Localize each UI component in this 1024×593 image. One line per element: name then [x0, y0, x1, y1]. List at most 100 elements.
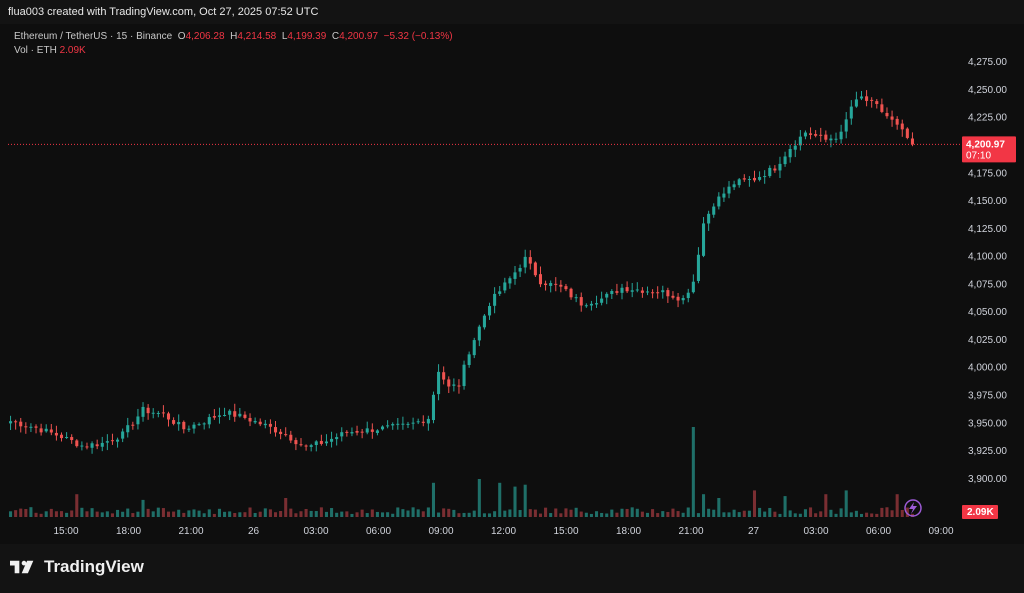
candle-body — [661, 290, 665, 293]
volume-bar — [752, 490, 757, 517]
candle-body — [116, 439, 120, 442]
candle-body — [65, 437, 69, 439]
legend-volume-label[interactable]: Vol · ETH — [14, 45, 57, 56]
legend-volume-row: Vol · ETH 2.09K — [14, 44, 453, 58]
volume-bar — [758, 507, 762, 517]
candle-body — [19, 421, 23, 427]
candle-body — [136, 416, 140, 425]
candle-body — [14, 421, 18, 423]
candle-body — [569, 288, 573, 298]
candle-body — [192, 424, 196, 429]
legend-symbol[interactable]: Ethereum / TetherUS · 15 · Binance — [14, 31, 173, 42]
x-tick-label: 06:00 — [866, 526, 891, 537]
volume-bar — [39, 513, 43, 517]
candle-body — [900, 123, 904, 130]
volume-bar — [19, 508, 23, 517]
candle-body — [579, 297, 583, 306]
candle-body — [437, 371, 441, 395]
candle-body — [513, 272, 517, 279]
y-tick-label: 3,925.00 — [968, 446, 1007, 457]
candle-body — [95, 444, 99, 447]
volume-bar — [105, 511, 109, 517]
candle-body — [401, 423, 405, 425]
y-tick-label: 4,075.00 — [968, 279, 1007, 290]
volume-bar — [279, 511, 283, 517]
volume-bar — [773, 511, 777, 517]
volume-bar — [661, 511, 665, 517]
candle-body — [635, 289, 639, 291]
candle-body — [462, 364, 466, 387]
legend-close: C4,200.97 — [331, 31, 379, 42]
volume-bar — [569, 509, 573, 517]
candle-body — [508, 278, 512, 284]
candle-body — [523, 256, 527, 268]
candle-body — [503, 282, 507, 291]
tradingview-logo-icon — [10, 560, 34, 574]
candle-body — [345, 431, 349, 433]
chart-panel[interactable] — [0, 24, 1024, 544]
candle-body — [258, 421, 262, 425]
candle-body — [533, 262, 537, 276]
volume-bar — [391, 513, 395, 517]
candle-body — [197, 424, 201, 426]
candle-body — [467, 354, 471, 366]
candle-body — [253, 420, 257, 423]
y-tick-label: 4,175.00 — [968, 168, 1007, 179]
volume-bar — [666, 511, 670, 517]
volume-bar — [722, 512, 726, 517]
candle-body — [202, 423, 206, 425]
volume-bar — [712, 509, 716, 517]
volume-bar — [24, 509, 28, 517]
volume-bar — [885, 507, 889, 517]
volume-tag — [962, 505, 998, 519]
volume-bar — [477, 479, 481, 517]
candle-body — [651, 292, 655, 294]
candle-body — [426, 418, 430, 424]
volume-bar — [335, 512, 339, 517]
volume-bar — [294, 513, 298, 517]
volume-bar — [610, 509, 614, 517]
candle-body — [59, 434, 64, 439]
candle-body — [44, 428, 48, 432]
candle-body — [70, 437, 74, 441]
volume-bar — [487, 513, 492, 517]
volume-bar — [814, 513, 818, 517]
brand[interactable]: TradingView — [10, 557, 144, 577]
volume-bar — [462, 512, 466, 517]
volume-bar — [207, 509, 211, 517]
candle-body — [380, 426, 385, 430]
volume-bar — [737, 512, 741, 517]
volume-bar — [467, 512, 471, 517]
volume-bar — [442, 508, 446, 517]
volume-bar — [564, 508, 568, 517]
volume-bar — [783, 496, 787, 517]
volume-bar — [447, 508, 451, 517]
candle-body — [493, 293, 497, 306]
candle-body — [177, 422, 181, 425]
volume-bar — [268, 509, 272, 517]
volume-bar — [849, 512, 853, 517]
candle-body — [340, 432, 344, 437]
volume-bar — [625, 508, 629, 517]
volume-bar — [411, 507, 415, 517]
volume-bar — [233, 512, 237, 517]
volume-bar — [273, 512, 278, 517]
volume-bar — [671, 508, 675, 517]
lightning-icon[interactable] — [904, 499, 922, 517]
candle-body — [263, 423, 267, 426]
volume-bar — [172, 511, 176, 517]
candle-body — [712, 206, 716, 215]
candle-body — [330, 438, 334, 442]
volume-bar — [350, 513, 354, 517]
candle-body — [747, 178, 751, 180]
volume-bar — [707, 508, 711, 517]
candle-body — [763, 176, 767, 178]
candle-body — [268, 423, 272, 427]
price-chart[interactable]: 4,275.004,250.004,225.004,200.004,175.00… — [0, 24, 1024, 544]
candle-body — [544, 283, 548, 286]
candle-body — [885, 112, 889, 117]
legend-high: H4,214.58 — [230, 31, 277, 42]
volume-bar — [156, 507, 160, 517]
volume-tag-value: 2.09K — [967, 507, 994, 518]
candle-body — [212, 416, 216, 418]
